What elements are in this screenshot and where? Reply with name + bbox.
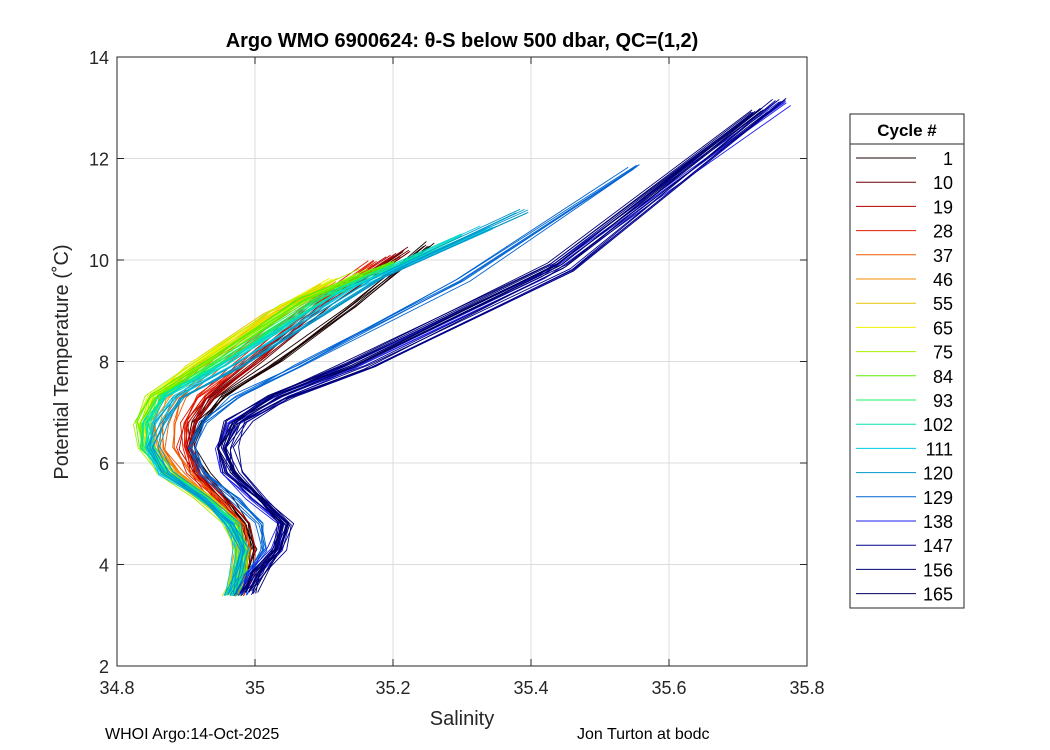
legend-entry-label: 65: [933, 318, 953, 338]
x-axis-label: Salinity: [430, 708, 494, 730]
y-axis-label: Potential Temperature (˚C): [51, 244, 73, 479]
series-line: [217, 109, 761, 592]
axis-ticks: 34.8 35 35.2 35.4 35.6 35.8 2 4 6 8 10 12 14: [89, 48, 825, 698]
series-line: [232, 99, 786, 593]
y-tick-label: 6: [99, 454, 109, 474]
series-line: [145, 228, 486, 596]
x-tick-label: 35.4: [513, 678, 548, 698]
x-tick-label: 35.8: [789, 678, 824, 698]
legend-entry-label: 138: [923, 512, 953, 532]
series-line: [146, 252, 423, 595]
series-line: [223, 111, 769, 593]
y-tick-label: 8: [99, 353, 109, 373]
x-tick-label: 35.6: [651, 678, 686, 698]
legend-entry-label: 46: [933, 270, 953, 290]
x-tick-label: 35.2: [375, 678, 410, 698]
series-line: [229, 100, 776, 593]
y-tick-label: 10: [89, 251, 109, 271]
y-tick-label: 12: [89, 150, 109, 170]
series-line: [214, 101, 780, 595]
legend-entry-label: 19: [933, 197, 953, 217]
legend-entry-label: 129: [923, 488, 953, 508]
legend-entry-label: 55: [933, 294, 953, 314]
legend-entry-label: 165: [923, 585, 953, 605]
chart-title: Argo WMO 6900624: θ-S below 500 dbar, QC…: [226, 30, 699, 52]
series-line: [188, 166, 629, 597]
legend-box: [849, 113, 965, 609]
series-line: [188, 164, 640, 595]
x-tick-label: 35: [245, 678, 265, 698]
legend: Cycle # 1 10 19 28 37 46 55 65 75 84 93 102 111 120 12…: [849, 113, 965, 609]
legend-entries: 1 10 19 28 37 46 55 65 75 84 93 102 111 120 129 138 147 1…: [856, 149, 953, 605]
legend-entry-label: 102: [923, 415, 953, 435]
legend-entry-label: 84: [933, 367, 953, 387]
footer-author: Jon Turton at bodc: [577, 726, 710, 743]
legend-entry-label: 75: [933, 343, 953, 363]
legend-entry-label: 28: [933, 222, 953, 242]
legend-entry-label: 1: [943, 149, 953, 169]
series-line: [157, 212, 527, 596]
series-layer: [133, 97, 791, 597]
y-tick-label: 4: [99, 556, 109, 576]
x-tick-label: 34.8: [99, 678, 134, 698]
series-line: [146, 212, 517, 596]
series-cycle-120: [146, 208, 529, 596]
series-line: [159, 209, 529, 595]
legend-entry-label: 10: [933, 173, 953, 193]
legend-entry-label: 147: [923, 536, 953, 556]
series-line: [147, 253, 426, 597]
series-cycle-129: [188, 164, 640, 597]
legend-entry-label: 156: [923, 560, 953, 580]
footer-source-date: WHOI Argo:14-Oct-2025: [105, 726, 280, 743]
y-tick-label: 14: [89, 48, 109, 68]
legend-entry-label: 111: [926, 439, 953, 459]
legend-entry-label: 37: [933, 246, 953, 266]
series-cycle-165: [217, 107, 769, 594]
legend-entry-label: 120: [923, 464, 953, 484]
series-line: [195, 168, 634, 597]
legend-entry-label: 93: [933, 391, 953, 411]
series-line: [152, 211, 529, 596]
series-line: [189, 164, 640, 595]
series-line: [220, 113, 754, 593]
legend-title: Cycle #: [877, 121, 937, 140]
y-tick-label: 2: [99, 657, 109, 677]
